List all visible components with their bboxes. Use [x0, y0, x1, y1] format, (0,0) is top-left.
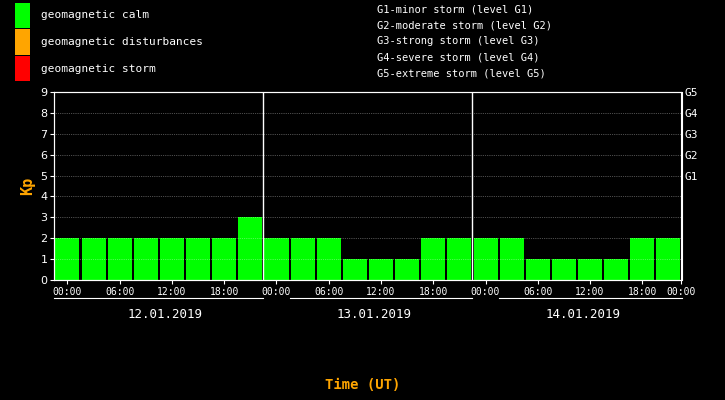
Bar	[473, 238, 497, 280]
Bar	[447, 238, 471, 280]
Bar	[14, 2, 30, 28]
Bar	[14, 56, 30, 82]
Bar	[369, 259, 393, 280]
Bar	[656, 238, 681, 280]
Bar	[500, 238, 523, 280]
Y-axis label: Kp: Kp	[20, 177, 35, 195]
Bar	[552, 259, 576, 280]
Bar	[604, 259, 628, 280]
Text: geomagnetic storm: geomagnetic storm	[41, 64, 156, 74]
Bar	[108, 238, 132, 280]
Bar	[265, 238, 289, 280]
Text: G2-moderate storm (level G2): G2-moderate storm (level G2)	[377, 20, 552, 30]
Bar	[526, 259, 550, 280]
Bar	[134, 238, 158, 280]
Text: geomagnetic disturbances: geomagnetic disturbances	[41, 37, 203, 47]
Bar	[395, 259, 419, 280]
Text: G4-severe storm (level G4): G4-severe storm (level G4)	[377, 52, 539, 62]
Bar	[55, 238, 80, 280]
Bar	[212, 238, 236, 280]
Text: G3-strong storm (level G3): G3-strong storm (level G3)	[377, 36, 539, 46]
Bar	[186, 238, 210, 280]
Bar	[239, 217, 262, 280]
Bar	[160, 238, 184, 280]
Text: G5-extreme storm (level G5): G5-extreme storm (level G5)	[377, 68, 546, 78]
Bar	[630, 238, 655, 280]
Text: geomagnetic calm: geomagnetic calm	[41, 10, 149, 20]
Bar	[291, 238, 315, 280]
Text: Time (UT): Time (UT)	[325, 378, 400, 392]
Bar	[343, 259, 367, 280]
Bar	[81, 238, 106, 280]
Text: 13.01.2019: 13.01.2019	[337, 308, 412, 321]
Text: G1-minor storm (level G1): G1-minor storm (level G1)	[377, 4, 534, 14]
Bar	[14, 30, 30, 55]
Bar	[578, 259, 602, 280]
Text: 12.01.2019: 12.01.2019	[128, 308, 203, 321]
Bar	[317, 238, 341, 280]
Bar	[421, 238, 445, 280]
Text: 14.01.2019: 14.01.2019	[546, 308, 621, 321]
